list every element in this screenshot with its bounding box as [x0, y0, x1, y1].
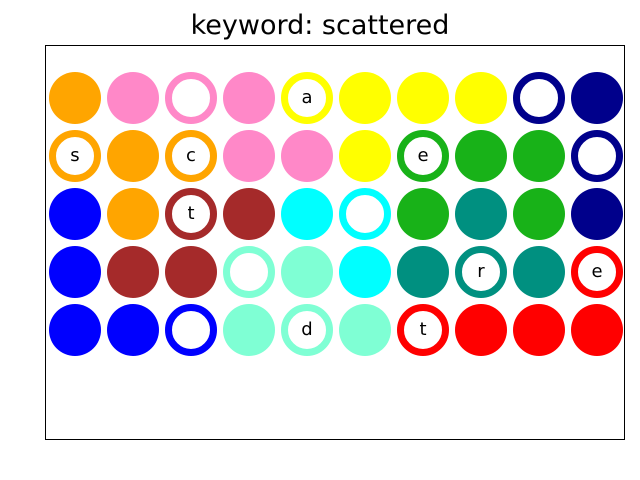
- grid-cell-r0-c9[interactable]: [571, 72, 623, 124]
- grid-cell-r1-c2[interactable]: c: [165, 130, 217, 182]
- cell-letter: e: [591, 261, 603, 282]
- cell-letter: t: [419, 319, 427, 340]
- grid-cell-r2-c9[interactable]: [571, 188, 623, 240]
- grid-cell-r3-c4[interactable]: [281, 246, 333, 298]
- grid-cell-r3-c9[interactable]: e: [571, 246, 623, 298]
- grid-cell-r4-c7[interactable]: [455, 304, 507, 356]
- grid-cell-r3-c8[interactable]: [513, 246, 565, 298]
- grid-cell-r1-c4[interactable]: [281, 130, 333, 182]
- grid-cell-r4-c9[interactable]: [571, 304, 623, 356]
- grid-cell-r3-c1[interactable]: [107, 246, 159, 298]
- grid-cell-r4-c2[interactable]: [165, 304, 217, 356]
- game-board: a s c e t r e d t: [45, 45, 625, 440]
- grid-cell-r3-c5[interactable]: [339, 246, 391, 298]
- grid-cell-r1-c0[interactable]: s: [49, 130, 101, 182]
- grid-cell-r0-c7[interactable]: [455, 72, 507, 124]
- grid-cell-r2-c6[interactable]: [397, 188, 449, 240]
- grid-cell-r2-c0[interactable]: [49, 188, 101, 240]
- grid-cell-r0-c6[interactable]: [397, 72, 449, 124]
- grid-cell-r1-c8[interactable]: [513, 130, 565, 182]
- grid-cell-r0-c8[interactable]: [513, 72, 565, 124]
- grid-cell-r2-c3[interactable]: [223, 188, 275, 240]
- grid-cell-r3-c2[interactable]: [165, 246, 217, 298]
- grid-cell-r0-c0[interactable]: [49, 72, 101, 124]
- grid-cell-r0-c1[interactable]: [107, 72, 159, 124]
- cell-letter: r: [477, 261, 485, 282]
- grid-cell-r4-c8[interactable]: [513, 304, 565, 356]
- grid-cell-r4-c0[interactable]: [49, 304, 101, 356]
- puzzle-title: keyword: scattered: [190, 10, 450, 41]
- grid-cell-r0-c5[interactable]: [339, 72, 391, 124]
- grid-cell-r4-c1[interactable]: [107, 304, 159, 356]
- grid-cell-r1-c6[interactable]: e: [397, 130, 449, 182]
- cell-letter: t: [187, 203, 195, 224]
- grid-cell-r4-c6[interactable]: t: [397, 304, 449, 356]
- grid-cell-r2-c8[interactable]: [513, 188, 565, 240]
- grid-cell-r1-c1[interactable]: [107, 130, 159, 182]
- grid-cell-r4-c5[interactable]: [339, 304, 391, 356]
- cell-letter: a: [301, 87, 313, 108]
- cell-letter: c: [186, 145, 196, 166]
- grid-cell-r2-c7[interactable]: [455, 188, 507, 240]
- grid-cell-r3-c3[interactable]: [223, 246, 275, 298]
- grid-cell-r3-c7[interactable]: r: [455, 246, 507, 298]
- grid-cell-r2-c4[interactable]: [281, 188, 333, 240]
- grid-cell-r0-c2[interactable]: [165, 72, 217, 124]
- grid-cell-r2-c5[interactable]: [339, 188, 391, 240]
- cell-letter: d: [301, 319, 313, 340]
- grid-cell-r4-c4[interactable]: d: [281, 304, 333, 356]
- grid-cell-r0-c4[interactable]: a: [281, 72, 333, 124]
- grid-cell-r1-c7[interactable]: [455, 130, 507, 182]
- cell-letter: s: [70, 145, 80, 166]
- grid-cell-r3-c6[interactable]: [397, 246, 449, 298]
- grid-cell-r2-c1[interactable]: [107, 188, 159, 240]
- grid-cell-r1-c5[interactable]: [339, 130, 391, 182]
- grid-cell-r1-c9[interactable]: [571, 130, 623, 182]
- grid-cell-r2-c2[interactable]: t: [165, 188, 217, 240]
- grid-cell-r3-c0[interactable]: [49, 246, 101, 298]
- cell-letter: e: [417, 145, 429, 166]
- grid-cell-r0-c3[interactable]: [223, 72, 275, 124]
- grid-cell-r1-c3[interactable]: [223, 130, 275, 182]
- grid-cell-r4-c3[interactable]: [223, 304, 275, 356]
